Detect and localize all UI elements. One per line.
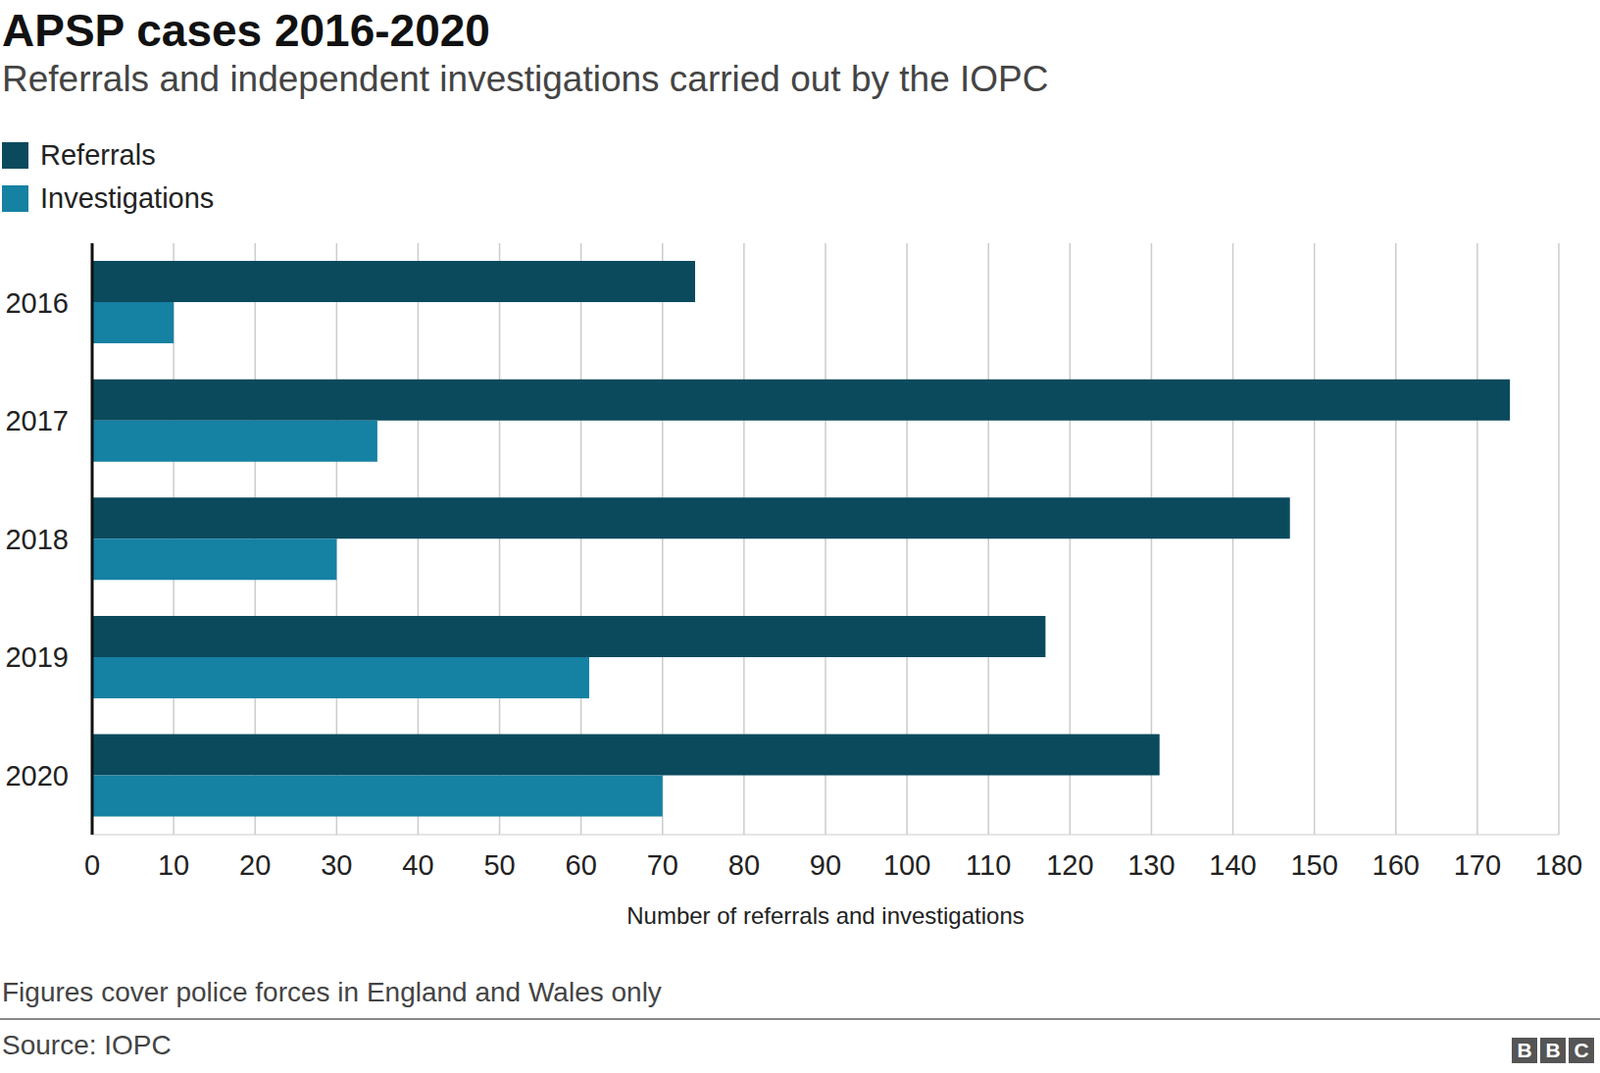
svg-text:60: 60: [565, 849, 598, 881]
svg-text:2018: 2018: [7, 523, 69, 555]
html-text:B: B: [1517, 1038, 1532, 1061]
svg-text:Number of referrals and invest: Number of referrals and investigations: [626, 901, 1025, 929]
svg-text:40: 40: [401, 849, 434, 881]
svg-text:160: 160: [1372, 849, 1420, 881]
svg-text:90: 90: [809, 849, 842, 881]
svg-text:80: 80: [728, 849, 760, 881]
svg-text:150: 150: [1290, 849, 1338, 881]
html-text:Figures cover police forces in: Figures cover police forces in England a…: [1, 976, 662, 1007]
svg-text:2016: 2016: [7, 287, 69, 319]
svg-text:180: 180: [1535, 849, 1583, 881]
html-text:Investigations: Investigations: [40, 181, 215, 214]
svg-text:100: 100: [883, 849, 931, 881]
svg-text:170: 170: [1453, 849, 1501, 881]
svg-text:2020: 2020: [7, 759, 69, 792]
html-text:Referrals: Referrals: [40, 138, 156, 171]
svg-text:120: 120: [1046, 849, 1094, 881]
html-text:C: C: [1573, 1038, 1589, 1061]
html-text:APSP cases 2016-2020: APSP cases 2016-2020: [1, 4, 491, 56]
html-text:B: B: [1545, 1038, 1561, 1061]
svg-text:130: 130: [1127, 849, 1175, 881]
svg-text:20: 20: [239, 849, 271, 881]
svg-text:50: 50: [483, 849, 515, 881]
html-text:Source: IOPC: Source: IOPC: [1, 1029, 172, 1060]
svg-text:2017: 2017: [7, 404, 69, 437]
svg-text:30: 30: [320, 849, 352, 881]
svg-text:110: 110: [965, 849, 1011, 881]
html-text:Referrals and independent inve: Referrals and independent investigations…: [1, 58, 1049, 100]
svg-text:140: 140: [1208, 849, 1256, 881]
svg-text:10: 10: [157, 849, 190, 881]
svg-text:70: 70: [647, 849, 679, 881]
svg-text:2019: 2019: [7, 641, 69, 673]
svg-text:0: 0: [84, 849, 100, 881]
